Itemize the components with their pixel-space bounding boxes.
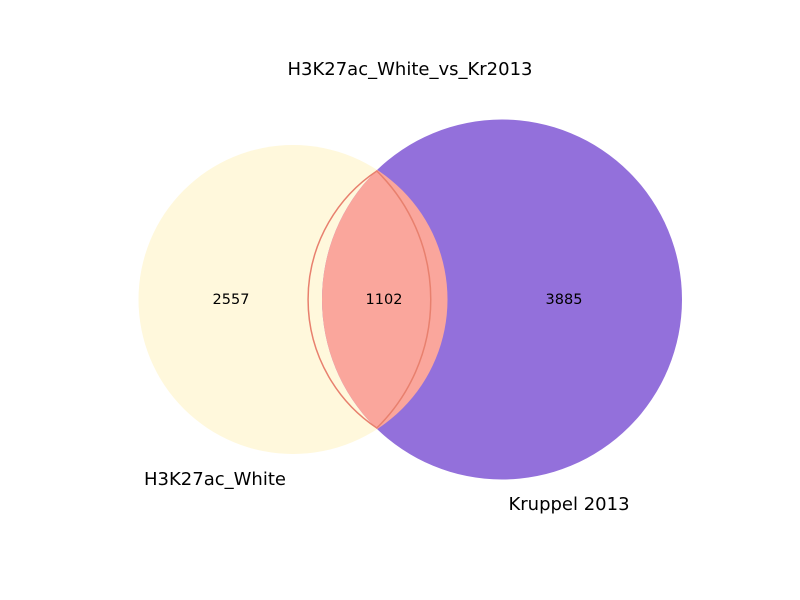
set-label-h3k27ac-white: H3K27ac_White <box>144 469 286 490</box>
intersection-outline <box>307 170 432 429</box>
count-h3k27ac-white-only: 2557 <box>213 292 250 308</box>
count-intersection: 1102 <box>366 292 403 308</box>
intersection-region <box>322 145 448 454</box>
count-kruppel-2013-only: 3885 <box>546 292 583 308</box>
diagram-title: H3K27ac_White_vs_Kr2013 <box>287 59 532 80</box>
set-label-kruppel-2013: Kruppel 2013 <box>508 494 629 515</box>
